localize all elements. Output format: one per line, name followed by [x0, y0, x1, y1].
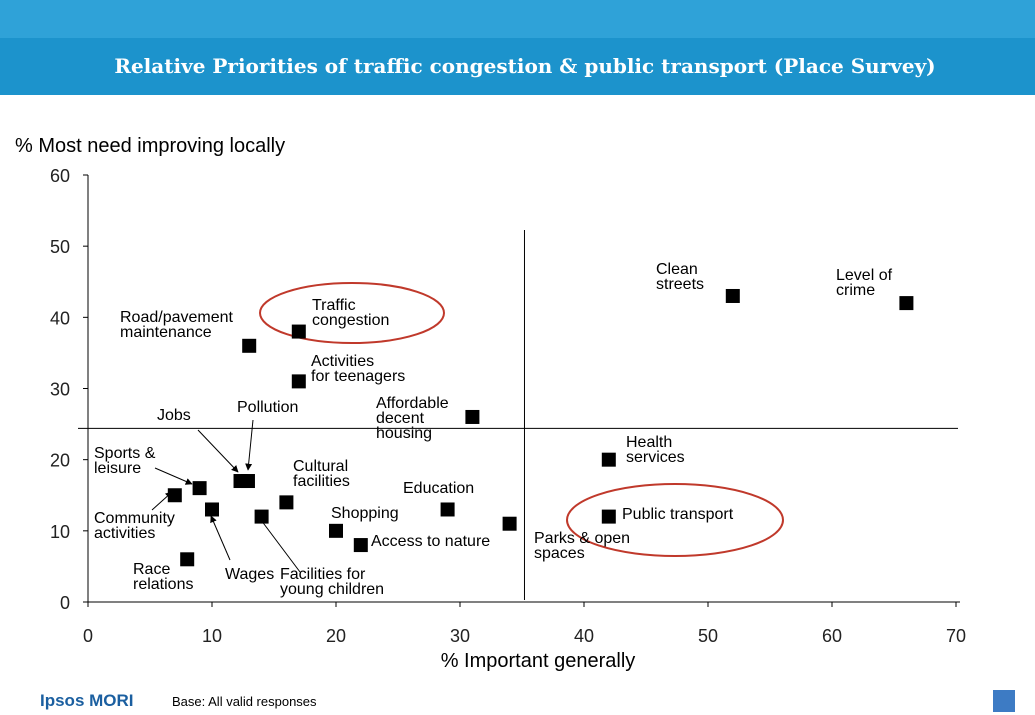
x-tick-label: 50 [698, 626, 718, 646]
scatter-point [353, 538, 368, 553]
scatter-point [279, 495, 294, 510]
y-tick-label: 30 [50, 380, 70, 400]
y-tick-label: 10 [50, 522, 70, 542]
point-label: Clean streets [656, 261, 705, 293]
point-label: Level of crime [836, 267, 893, 299]
y-tick-label: 0 [60, 593, 70, 613]
callout-arrow [257, 515, 301, 573]
scatter-point [291, 374, 306, 389]
scatter-point [440, 502, 455, 517]
scatter-point [899, 296, 914, 311]
scatter-point [465, 409, 480, 424]
x-tick-label: 10 [202, 626, 222, 646]
point-label: Traffic congestion [312, 297, 390, 329]
scatter-point [167, 488, 182, 503]
callout-arrow [210, 515, 231, 561]
point-label: Sports & leisure [94, 445, 156, 477]
point-label: Health services [626, 434, 685, 466]
point-label: Jobs [157, 407, 191, 424]
scatter-point [502, 516, 517, 531]
scatter-point [254, 509, 269, 524]
scatter-point [725, 288, 740, 303]
x-tick-label: 20 [326, 626, 346, 646]
x-tick-label: 60 [822, 626, 842, 646]
point-label: Community activities [94, 510, 175, 542]
header-band [0, 0, 1035, 38]
point-label: Cultural facilities [293, 458, 350, 490]
scatter-point [601, 509, 616, 524]
scatter-point [205, 502, 219, 517]
chart-title: Relative Priorities of traffic congestio… [114, 54, 935, 78]
logo-icon [993, 690, 1015, 712]
scatter-point [291, 324, 306, 339]
x-tick-label: 30 [450, 626, 470, 646]
point-label: Road/pavement maintenance [120, 309, 233, 341]
highlight-ellipse [259, 282, 445, 344]
point-label: Access to nature [371, 533, 491, 550]
scatter-point [242, 338, 257, 353]
point-label: Facilities for young children [280, 566, 385, 598]
scatter-point [233, 474, 248, 489]
point-label: Activities for teenagers [311, 353, 406, 385]
highlight-ellipse [566, 483, 784, 557]
x-tick-label: 0 [83, 626, 93, 646]
y-tick-label: 20 [50, 451, 70, 471]
point-label: Affordable decent housing [376, 395, 449, 442]
logo-text: Ipsos MORI [40, 691, 134, 710]
point-label: Race relations [133, 561, 194, 593]
y-axis-title: % Most need improving locally [15, 135, 285, 157]
y-tick-label: 60 [50, 166, 70, 186]
scatter-point [601, 452, 616, 467]
x-tick-label: 40 [574, 626, 594, 646]
point-label: Shopping [331, 505, 399, 522]
x-tick-label: 70 [946, 626, 966, 646]
callout-arrow [154, 467, 193, 485]
point-label: Education [403, 480, 475, 497]
y-tick-label: 50 [50, 237, 70, 257]
scatter-point [192, 481, 207, 496]
point-label: Wages [225, 566, 275, 583]
scatter-point [329, 523, 343, 538]
point-label: Public transport [622, 506, 734, 523]
x-axis-title: % Important generally [441, 650, 636, 672]
point-label: Parks & open spaces [534, 530, 631, 562]
callout-arrow [197, 429, 239, 473]
scatter-point [180, 552, 195, 567]
footnote: Base: All valid responses [172, 694, 317, 709]
point-label: Pollution [237, 399, 299, 416]
callout-arrow [245, 419, 254, 471]
y-tick-label: 40 [50, 308, 70, 328]
